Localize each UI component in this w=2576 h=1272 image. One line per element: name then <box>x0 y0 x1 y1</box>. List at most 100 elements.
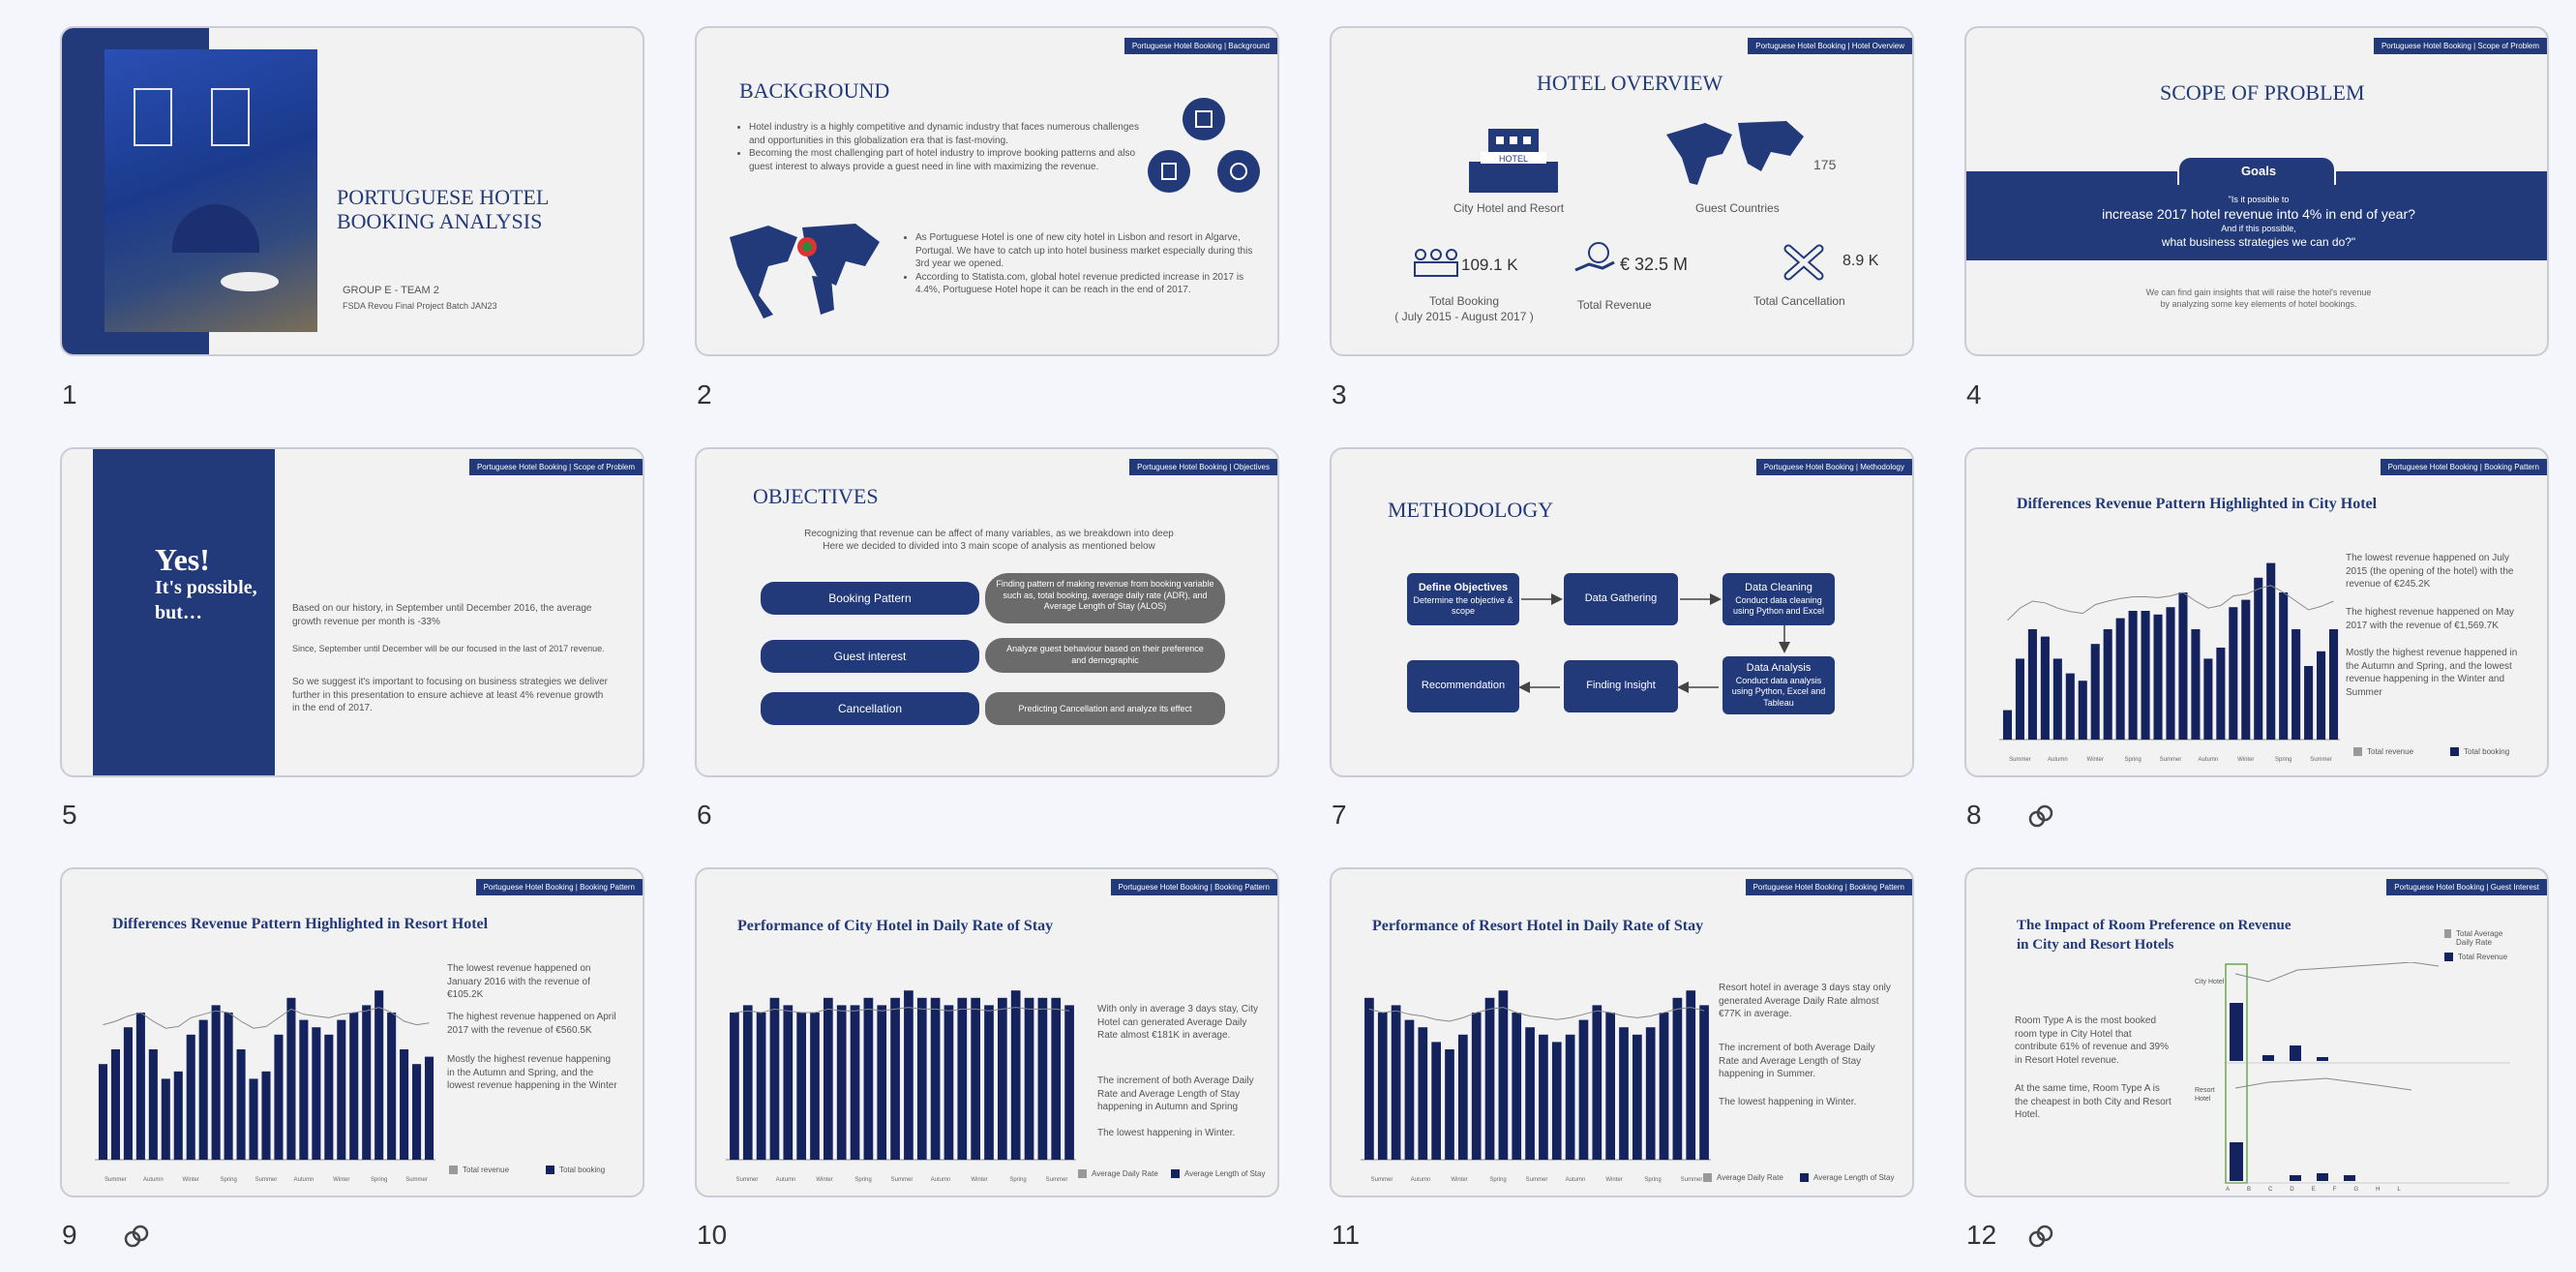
legend-booking: Total booking <box>2450 747 2509 756</box>
chart-bar <box>387 1013 397 1160</box>
slide-thumbnail-9[interactable]: Portuguese Hotel Booking | Booking Patte… <box>60 867 644 1197</box>
slide2-header-tag: Portuguese Hotel Booking | Background <box>1123 38 1277 54</box>
stat-guest-countries-value: 175 <box>1813 157 1837 172</box>
link-icon[interactable] <box>2026 802 2055 831</box>
insight-text: Room Type A is the most booked room type… <box>2015 1015 2169 1066</box>
hotel-building-icon: HOTEL <box>1469 129 1558 193</box>
chart-bar <box>400 1049 409 1160</box>
slide11-header-tag: Portuguese Hotel Booking | Booking Patte… <box>1745 879 1912 895</box>
chart-bar <box>1539 1034 1548 1160</box>
chart-bar <box>730 1013 739 1160</box>
slide-thumbnail-6[interactable]: Portuguese Hotel Booking | Objectives OB… <box>695 447 1279 777</box>
slide-thumbnail-11[interactable]: Portuguese Hotel Booking | Booking Patte… <box>1330 867 1914 1197</box>
but-heading: but… <box>155 602 202 623</box>
chart-bar <box>186 1034 195 1160</box>
chart-bar <box>2027 629 2037 740</box>
objective-desc: Predicting Cancellation and analyze its … <box>985 692 1225 725</box>
room-tick: C <box>2268 1187 2273 1193</box>
link-icon[interactable] <box>122 1222 151 1251</box>
chart-bar <box>2128 611 2138 740</box>
step-data-cleaning: Data Cleaning Conduct data cleaning using… <box>1722 573 1835 625</box>
slide-thumbnail-12[interactable]: Portuguese Hotel Booking | Guest Interes… <box>1964 867 2549 1197</box>
room-tick: B <box>2247 1187 2252 1193</box>
chart-bar <box>2153 614 2163 740</box>
insight-text: Mostly the highest revenue happening in … <box>447 1054 617 1091</box>
step-title: Recommendation <box>1421 680 1506 692</box>
insight-text: The highest revenue happened on April 20… <box>447 1012 616 1036</box>
chart-bar <box>1578 1019 1589 1160</box>
bullet: Hotel industry is a highly competitive a… <box>749 121 1146 147</box>
flow-arrows <box>1518 593 1790 693</box>
yes-heading: Yes! <box>155 542 210 577</box>
legend-label: Total Average Daily Rate <box>2456 929 2503 947</box>
slide2-bullets-top: Hotel industry is a highly competitive a… <box>749 121 1146 173</box>
chart-bar <box>1605 1013 1615 1160</box>
legend-label: Total revenue <box>2367 747 2414 756</box>
chart-bar <box>2229 607 2238 740</box>
bullet: According to Statista.com, global hotel … <box>915 271 1264 297</box>
chart-bar <box>135 1013 145 1160</box>
chart-bar <box>863 997 874 1160</box>
season-tick-label: Spring <box>2275 757 2291 763</box>
room-tick: G <box>2353 1187 2359 1193</box>
chart-bar <box>286 997 296 1160</box>
slide5-paragraph: Since, September until December will be … <box>292 644 605 653</box>
slide-thumbnail-5[interactable]: Portuguese Hotel Booking | Scope of Prob… <box>60 447 644 777</box>
resort-revenue-chart: Summer Autumn Winter Spring Summer Autumn Wint… <box>95 990 435 1183</box>
season-tick-label: Autumn <box>931 1177 951 1183</box>
chart-bar <box>1404 1019 1415 1160</box>
chart-bar <box>2015 658 2024 740</box>
stat-total-revenue-value: € 32.5 M <box>1620 255 1689 274</box>
slide-thumbnail-2[interactable]: Portuguese Hotel Booking | Background BA… <box>695 26 1279 356</box>
slide1-team: GROUP E - TEAM 2 <box>343 285 439 296</box>
step-desc: Conduct data analysis using Python, Exce… <box>1731 676 1826 708</box>
chart-bar <box>1064 1005 1074 1160</box>
season-tick-label: Summer <box>1371 1177 1393 1183</box>
chart-bar <box>890 997 900 1160</box>
goals-label: Goals <box>2240 164 2277 178</box>
slide1-subtitle: FSDA Revou Final Project Batch JAN23 <box>343 301 497 311</box>
chart-bar <box>1024 997 1034 1160</box>
season-tick-label: Summer <box>891 1177 914 1183</box>
chart-bar <box>374 990 384 1160</box>
objectives-intro: Recognizing that revenue can be affect o… <box>804 529 1174 539</box>
chart-bar <box>249 1078 258 1160</box>
slide-thumbnail-3[interactable]: Portuguese Hotel Booking | Hotel Overvie… <box>1330 26 1914 356</box>
slide-thumbnail-1[interactable]: PORTUGUESE HOTEL BOOKING ANALYSIS GROUP … <box>60 26 644 356</box>
legend-label: Total booking <box>559 1166 606 1174</box>
slide-thumbnail-8[interactable]: Portuguese Hotel Booking | Booking Patte… <box>1964 447 2549 777</box>
slide-thumbnail-7[interactable]: Portuguese Hotel Booking | Methodology M… <box>1330 447 1914 777</box>
chart-bar <box>2052 658 2062 740</box>
legend-swatch <box>2444 953 2453 961</box>
chart-bar <box>198 1019 208 1160</box>
slide-number-8: 8 <box>1966 800 1982 830</box>
chart-bar <box>1051 997 1062 1160</box>
slide-number-3: 3 <box>1332 379 1347 409</box>
slide2-title: BACKGROUND <box>739 78 890 103</box>
link-icon[interactable] <box>2026 1222 2055 1251</box>
chart-bar <box>957 997 968 1160</box>
slide-thumbnail-4[interactable]: Portuguese Hotel Booking | Scope of Prob… <box>1964 26 2549 356</box>
season-tick-label: Winter <box>2237 757 2254 763</box>
stat-label-hotels: City Hotel and Resort <box>1453 201 1565 215</box>
chart-bar <box>2002 710 2013 740</box>
goal-line: "Is it possible to <box>2228 195 2290 204</box>
slide-thumbnail-10[interactable]: Portuguese Hotel Booking | Booking Patte… <box>695 867 1279 1197</box>
chart-bar <box>796 1013 806 1160</box>
season-tick-label: Spring <box>371 1177 387 1183</box>
slide2-bullets-bottom: As Portuguese Hotel is one of new city h… <box>915 231 1264 297</box>
chart-bar <box>110 1049 120 1160</box>
chart-bar <box>2178 592 2188 740</box>
chart-bar <box>810 1013 820 1160</box>
chart-bar <box>1565 1034 1575 1160</box>
chart-bar <box>1619 1027 1629 1160</box>
chart-bar <box>1364 997 1374 1160</box>
legend-swatch <box>1171 1169 1180 1178</box>
money-hand-icon <box>1574 242 1615 272</box>
season-tick-label: Spring <box>854 1177 871 1183</box>
chart-bar <box>756 1013 766 1160</box>
bullet: As Portuguese Hotel is one of new city h… <box>915 231 1264 271</box>
legend-revenue: Total revenue <box>2353 747 2413 756</box>
chart-bar <box>412 1064 422 1160</box>
